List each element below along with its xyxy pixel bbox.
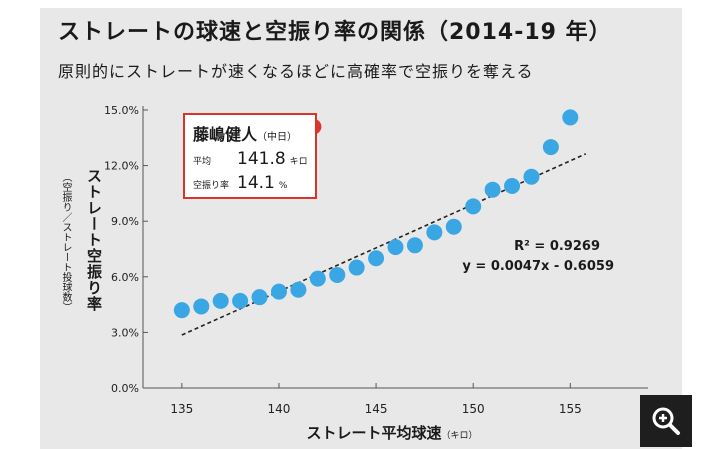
data-point (193, 298, 210, 315)
zoom-button[interactable] (640, 395, 692, 447)
whiff-label: 空振り率 (193, 181, 230, 191)
data-point (426, 224, 443, 241)
data-point (504, 177, 521, 194)
x-tick-label: 140 (268, 402, 291, 416)
data-point (368, 250, 385, 267)
speed-value: 141.8 (237, 149, 286, 169)
data-point (232, 292, 249, 309)
data-point (290, 281, 307, 298)
chart-panel (40, 8, 682, 449)
r-squared-annotation: R² = 0.9269 (514, 239, 600, 254)
x-tick-label: 135 (170, 402, 193, 416)
whiff-row: 空振り率 14.1 % (193, 173, 287, 193)
data-point (562, 109, 579, 126)
y-tick-label: 12.0% (104, 160, 139, 173)
y-axis-label: ストレート空振り率 (85, 168, 103, 312)
data-point (212, 292, 229, 309)
equation-annotation: y = 0.0047x - 0.6059 (462, 259, 614, 274)
trend-line (181, 153, 587, 336)
player-name-row: 藤嶋健人（中日） (193, 121, 297, 145)
whiff-unit: % (278, 181, 288, 191)
data-point (465, 198, 482, 215)
player-name: 藤嶋健人 (193, 125, 258, 144)
chart-subtitle: 原則的にストレートが速くなるほどに高確率で空振りを奪える (58, 62, 534, 81)
x-axis-unit: （キロ） (442, 430, 478, 441)
data-point (329, 266, 346, 283)
data-point (542, 139, 559, 156)
x-tick-label: 150 (462, 402, 485, 416)
player-team: （中日） (257, 132, 298, 143)
speed-row: 平均 141.8 キロ (193, 149, 308, 169)
y-tick-label: 0.0% (111, 382, 139, 395)
data-point (445, 218, 462, 235)
x-tick-label: 145 (365, 402, 388, 416)
whiff-value: 14.1 (237, 173, 275, 193)
highlight-info-box: 藤嶋健人（中日） 平均 141.8 キロ 空振り率 14.1 % (183, 113, 317, 199)
y-axis-sublabel: （空振り／ストレート投球数） (60, 172, 71, 312)
data-point (523, 168, 540, 185)
x-axis-label: ストレート平均球速（キロ） (306, 424, 477, 442)
data-point (484, 181, 501, 198)
zoom-in-icon (652, 407, 680, 435)
y-tick-label: 9.0% (111, 215, 139, 228)
y-tick-label: 15.0% (104, 104, 139, 117)
data-point (270, 283, 287, 300)
y-tick-label: 6.0% (111, 271, 139, 284)
data-point (406, 237, 423, 254)
x-tick-label: 155 (559, 402, 582, 416)
data-point (251, 289, 268, 306)
speed-label: 平均 (193, 157, 212, 167)
chart-title: ストレートの球速と空振り率の関係（2014-19 年） (58, 20, 612, 45)
y-tick-label: 3.0% (111, 326, 139, 339)
data-point (173, 302, 190, 319)
speed-unit: キロ (289, 157, 308, 167)
data-point (348, 259, 365, 276)
data-point (387, 239, 404, 256)
data-point (309, 270, 326, 287)
